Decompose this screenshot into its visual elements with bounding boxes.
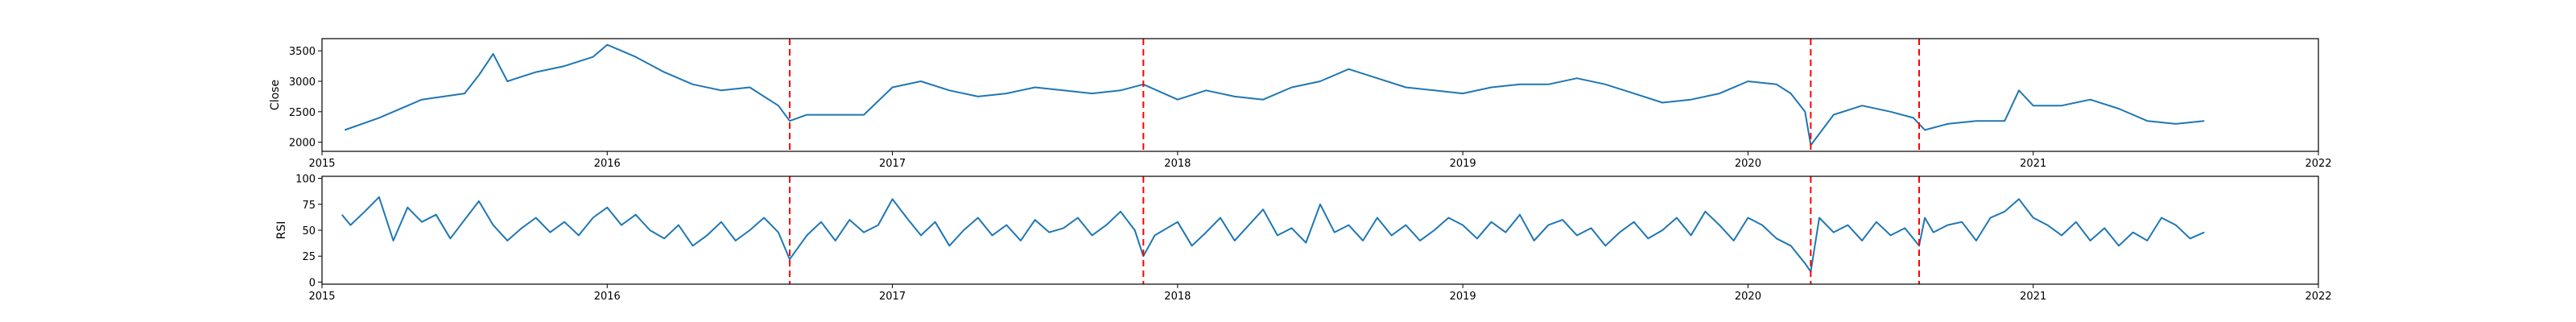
close-xtick-label: 2015 bbox=[308, 158, 335, 170]
close-ylabel: Close bbox=[269, 80, 282, 110]
rsi-ytick-label: 75 bbox=[302, 200, 316, 212]
rsi-xtick-label: 2019 bbox=[1450, 291, 1476, 303]
rsi-xtick-label: 2021 bbox=[2020, 291, 2046, 303]
rsi-xtick-label: 2015 bbox=[308, 291, 335, 303]
rsi-ytick-label: 100 bbox=[295, 174, 316, 186]
close-xtick-label: 2021 bbox=[2020, 158, 2046, 170]
rsi-xtick-label: 2016 bbox=[594, 291, 621, 303]
close-ytick-label: 2500 bbox=[289, 107, 316, 119]
rsi-series-line bbox=[341, 196, 2205, 273]
rsi-ytick-label: 25 bbox=[302, 251, 316, 263]
close-panel: 2000 2500 3000 3500 2015 2016 2017 2018 2019 202… bbox=[269, 38, 2332, 170]
close-xtick-label: 2022 bbox=[2305, 158, 2331, 170]
close-ytick-label: 3500 bbox=[289, 46, 316, 58]
close-ytick-label: 2000 bbox=[289, 138, 316, 150]
rsi-ylabel: RSI bbox=[275, 221, 288, 240]
close-series-line bbox=[344, 43, 2205, 147]
rsi-xtick-label: 2017 bbox=[879, 291, 906, 303]
rsi-xtick-label: 2022 bbox=[2305, 291, 2331, 303]
rsi-xtick-label: 2018 bbox=[1164, 291, 1191, 303]
close-xtick-label: 2017 bbox=[879, 158, 906, 170]
close-xtick-label: 2016 bbox=[594, 158, 621, 170]
rsi-ytick-label: 50 bbox=[302, 225, 316, 237]
close-xtick-label: 2019 bbox=[1450, 158, 1476, 170]
rsi-xtick-label: 2020 bbox=[1735, 291, 1761, 303]
close-xtick-label: 2020 bbox=[1735, 158, 1761, 170]
close-xtick-label: 2018 bbox=[1164, 158, 1191, 170]
rsi-ytick-label: 0 bbox=[309, 277, 316, 289]
close-ytick-label: 3000 bbox=[289, 76, 316, 89]
rsi-panel: 0 25 50 75 100 2015 2016 2017 2018 2019 2020 2021 2… bbox=[275, 174, 2332, 303]
close-axes-frame bbox=[321, 38, 2319, 152]
